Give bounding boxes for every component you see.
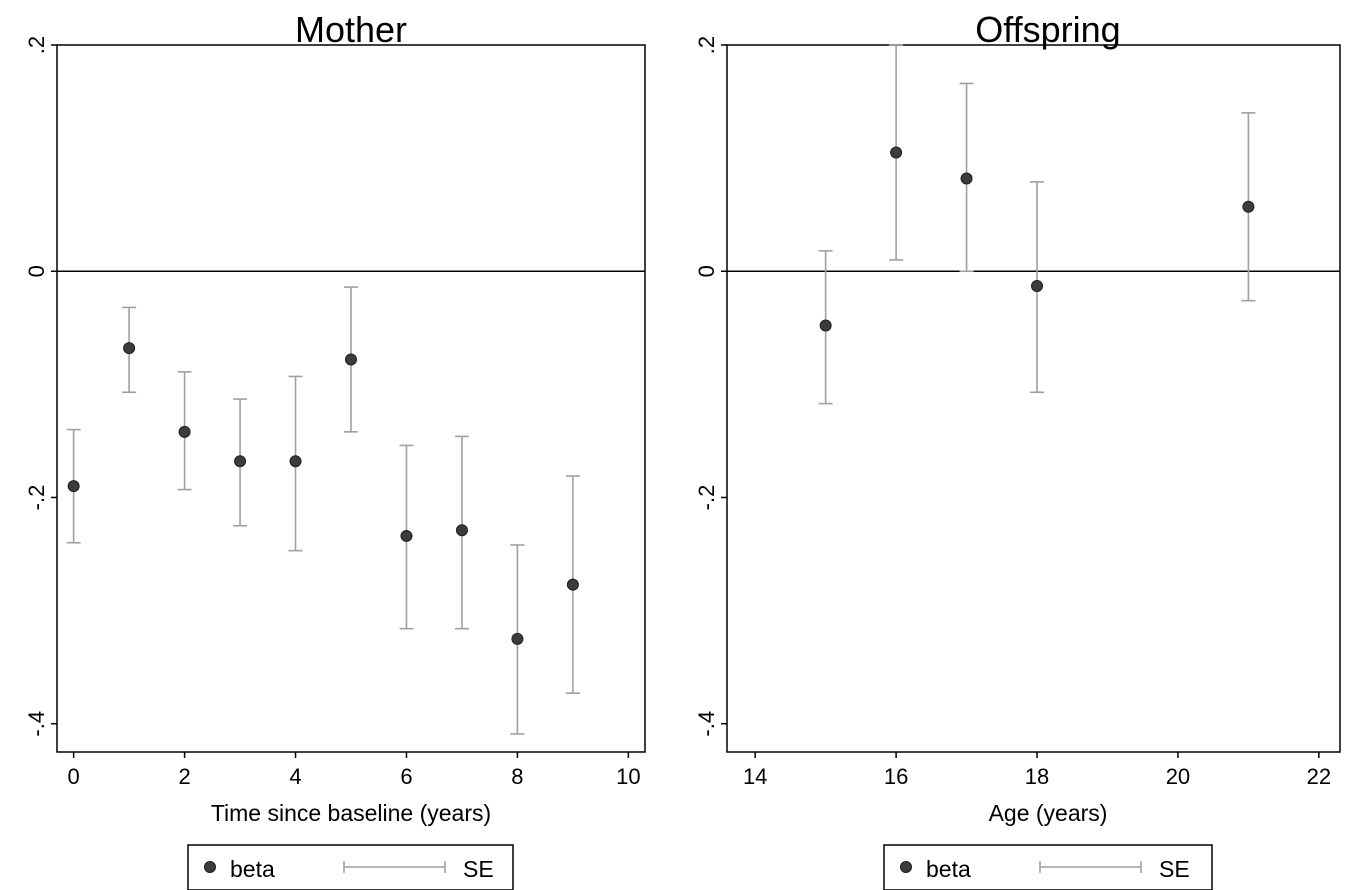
x-tick-label: 14 [743,764,767,789]
data-point [234,455,247,468]
legend: beta SE [187,844,514,890]
x-tick-label: 2 [178,764,190,789]
y-tick-label: 0 [24,265,49,277]
legend-label-beta: beta [230,856,275,882]
x-tick-label: 22 [1307,764,1331,789]
legend: beta SE [883,844,1213,890]
chart-title: Mother [295,9,407,50]
y-tick-label: .2 [24,36,49,54]
legend-label-beta: beta [926,856,971,882]
y-tick-label: .2 [694,36,719,54]
x-tick-label: 8 [511,764,523,789]
legend-label-se: SE [463,856,494,882]
data-point [178,425,191,438]
data-point [1031,279,1044,292]
x-tick-label: 6 [400,764,412,789]
x-tick-label: 20 [1166,764,1190,789]
plot-frame [56,44,646,753]
x-tick-label: 0 [68,764,80,789]
x-tick-label: 18 [1025,764,1049,789]
data-point [289,455,302,468]
data-point [890,146,903,159]
y-tick-label: -.2 [24,485,49,511]
x-axis-label: Time since baseline (years) [211,800,491,826]
chart-panel-2: Offspring -.4 -.2 0 .2 14 16 18 20 22 Age (years) b… [694,9,1341,890]
x-tick-label: 4 [289,764,301,789]
plot-frame [726,44,1341,753]
legend-marker-beta [204,861,216,873]
x-axis-label: Age (years) [989,800,1108,826]
chart-panel-1: Mother -.4 -.2 0 .2 0 2 4 6 8 10 Time since baselin… [24,9,646,890]
data-point [960,172,973,185]
data-point [511,632,524,645]
data-point [67,480,80,493]
data-point [455,524,468,537]
data-point [819,319,832,332]
y-tick-label: -.4 [694,711,719,737]
data-point [400,529,413,542]
data-point [1242,200,1255,213]
chart-title: Offspring [975,9,1120,50]
data-point [123,342,136,355]
y-tick-label: 0 [694,265,719,277]
x-tick-label: 10 [616,764,640,789]
y-tick-label: -.4 [24,711,49,737]
data-point [345,353,357,366]
y-tick-label: -.2 [694,485,719,511]
legend-label-se: SE [1159,856,1190,882]
data-point [566,578,579,591]
legend-marker-beta [900,861,912,873]
x-tick-label: 16 [884,764,908,789]
